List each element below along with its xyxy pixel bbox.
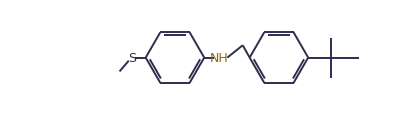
Text: S: S [128, 52, 136, 65]
Text: NH: NH [210, 52, 228, 65]
